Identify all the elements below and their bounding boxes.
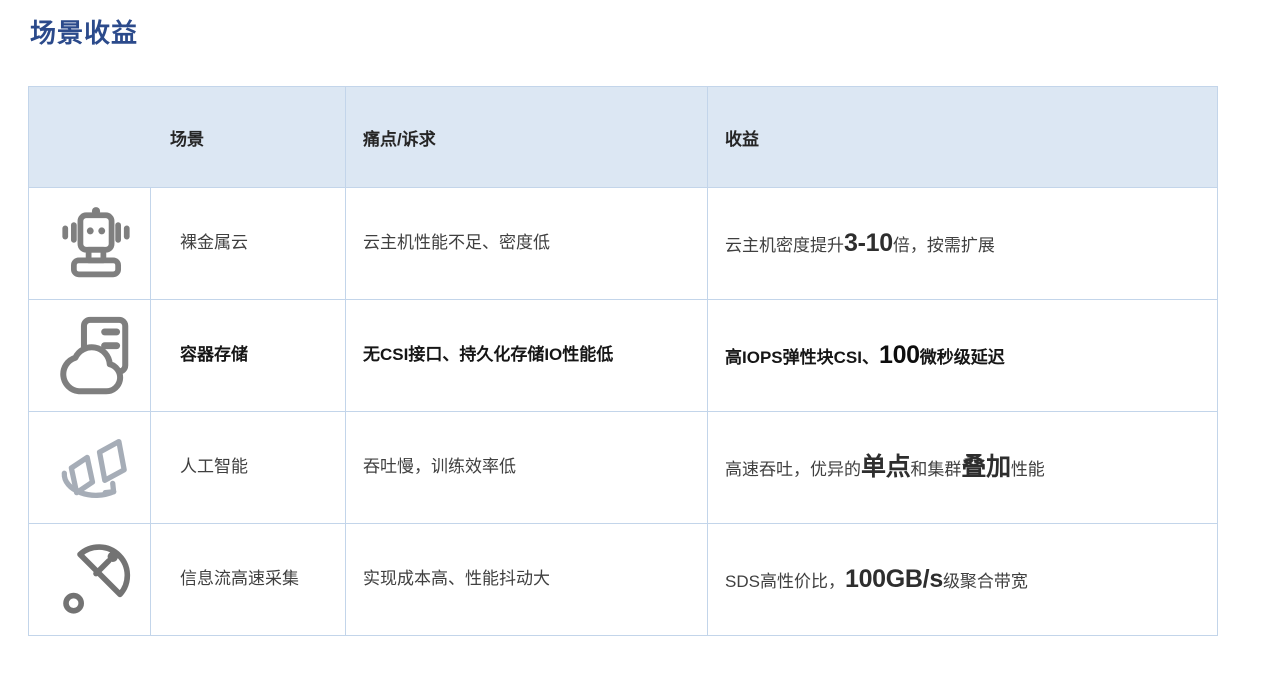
table-header: 场景 痛点/诉求 收益 bbox=[28, 86, 1218, 188]
benefit-text: 高IOPS弹性块CSI、100微秒级延迟 bbox=[725, 341, 1005, 369]
benefit-text: SDS高性价比，100GB/s级聚合带宽 bbox=[725, 565, 1028, 593]
scene-icon-cell bbox=[28, 187, 151, 300]
benefit-text: 云主机密度提升3-10倍，按需扩展 bbox=[725, 229, 995, 257]
scenario-benefits-table: 场景 痛点/诉求 收益 裸金属云 云主机性能不足、密度低 云主机密度提升3-10… bbox=[28, 86, 1218, 636]
benefit-highlight: 单点 bbox=[861, 452, 911, 481]
table-row: 容器存储 无CSI接口、持久化存储IO性能低 高IOPS弹性块CSI、100微秒… bbox=[28, 299, 1218, 412]
header-scene: 场景 bbox=[28, 86, 346, 188]
pain-text: 无CSI接口、持久化存储IO性能低 bbox=[363, 345, 614, 365]
benefit-highlight: 100 bbox=[878, 340, 920, 369]
robot-icon bbox=[62, 206, 130, 277]
table-header-row: 场景 痛点/诉求 收益 bbox=[28, 86, 1218, 188]
table-body: 裸金属云 云主机性能不足、密度低 云主机密度提升3-10倍，按需扩展 容器存储 … bbox=[28, 187, 1218, 636]
scene-icon-cell bbox=[28, 411, 151, 524]
benefit-highlight: 叠加 bbox=[961, 452, 1011, 481]
table-row: 人工智能 吞吐慢，训练效率低 高速吞吐，优异的单点和集群叠加性能 bbox=[28, 411, 1218, 524]
benefit-segment: 云主机密度提升 bbox=[725, 235, 844, 255]
benefit-segment: 倍，按需扩展 bbox=[892, 235, 995, 255]
benefit-segment: 高速吞吐，优异的 bbox=[725, 459, 861, 479]
scene-label: 人工智能 bbox=[180, 457, 248, 477]
benefit-segment: 性能 bbox=[1010, 459, 1045, 479]
scene-label: 信息流高速采集 bbox=[180, 569, 299, 589]
page-title: 场景收益 bbox=[30, 18, 139, 48]
benefit-highlight: 3-10 bbox=[844, 228, 893, 257]
pain-text: 吞吐慢，训练效率低 bbox=[363, 457, 516, 477]
benefit-segment: 高IOPS弹性块CSI、 bbox=[725, 347, 879, 367]
header-benefit: 收益 bbox=[707, 86, 1218, 188]
page: 场景收益 场景 痛点/诉求 收益 裸金属云 云主机性能不足、密度低 云 bbox=[0, 13, 1269, 636]
benefit-segment: 微秒级延迟 bbox=[919, 347, 1005, 367]
ai-sync-icon bbox=[61, 438, 127, 498]
scene-label: 容器存储 bbox=[180, 345, 248, 365]
table-row: 信息流高速采集 实现成本高、性能抖动大 SDS高性价比，100GB/s级聚合带宽 bbox=[28, 523, 1218, 636]
benefit-segment: 和集群 bbox=[910, 459, 962, 479]
scene-icon-cell bbox=[28, 523, 151, 636]
satellite-dish-icon bbox=[63, 543, 131, 614]
benefit-text: 高速吞吐，优异的单点和集群叠加性能 bbox=[725, 453, 1045, 481]
pain-text: 实现成本高、性能抖动大 bbox=[363, 569, 550, 589]
scene-label: 裸金属云 bbox=[180, 233, 248, 253]
cloud-server-icon bbox=[60, 316, 129, 394]
table-row: 裸金属云 云主机性能不足、密度低 云主机密度提升3-10倍，按需扩展 bbox=[28, 187, 1218, 300]
benefit-segment: 级聚合带宽 bbox=[942, 571, 1028, 591]
benefit-segment: SDS高性价比， bbox=[725, 571, 845, 591]
benefit-highlight: 100GB/s bbox=[844, 564, 943, 593]
scene-icon-cell bbox=[28, 299, 151, 412]
pain-text: 云主机性能不足、密度低 bbox=[363, 233, 550, 253]
header-pain: 痛点/诉求 bbox=[345, 86, 708, 188]
